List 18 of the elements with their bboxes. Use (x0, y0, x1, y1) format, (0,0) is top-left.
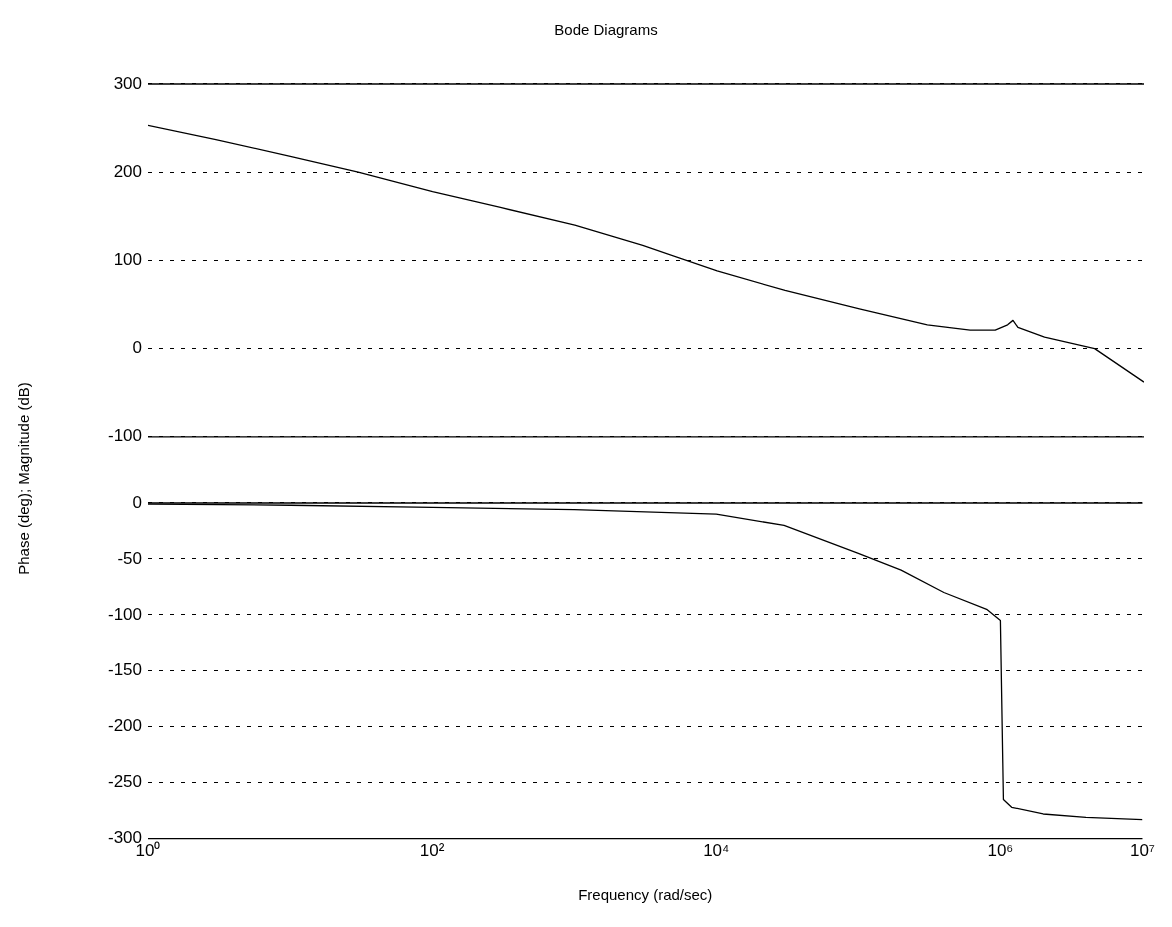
y-axis-title: Phase (deg); Magnitude (dB) (14, 381, 32, 575)
y-tick-label: -100 (107, 426, 142, 446)
x-tick-label: 10² (419, 841, 445, 861)
y-tick-label: 200 (113, 161, 142, 181)
y-tick-label: -150 (107, 660, 142, 680)
y-tick-label: -250 (107, 772, 142, 792)
y-tick-label: -50 (117, 548, 142, 568)
y-tick-label: 300 (113, 73, 142, 93)
y-tick-label: -100 (107, 604, 142, 624)
chart-title: Bode Diagrams (554, 21, 658, 39)
y-tick-label: 100 (113, 250, 142, 270)
x-axis-title: Frequency (rad/sec) (578, 886, 713, 904)
y-tick-label: 0 (132, 492, 142, 512)
y-tick-label: -200 (107, 716, 142, 736)
x-tick-label: 10⁷ (1129, 841, 1155, 861)
x-tick-label: 10⁴ (703, 841, 730, 861)
x-tick-label: 10⁶ (987, 841, 1014, 861)
y-tick-label: 0 (132, 338, 142, 358)
